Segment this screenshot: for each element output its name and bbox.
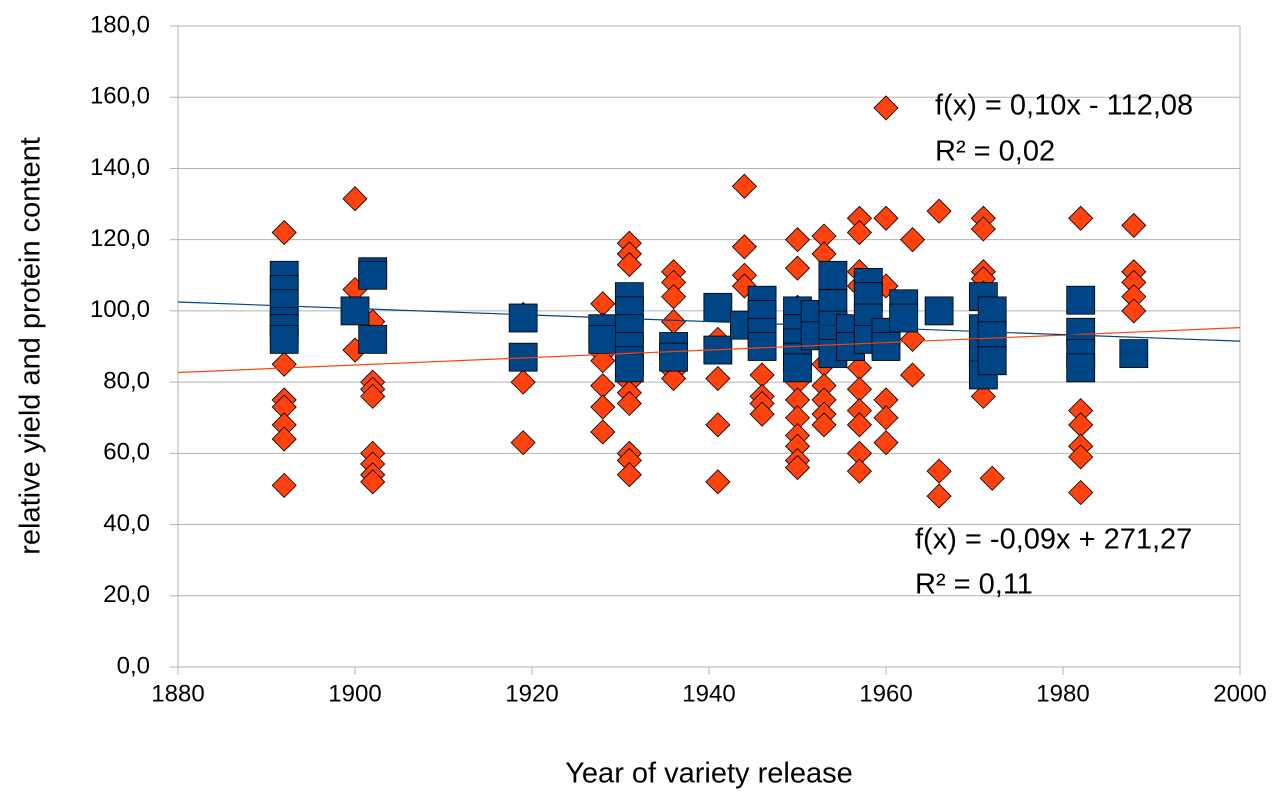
point (1066, 285, 1096, 315)
point (1068, 412, 1094, 438)
y-tick-label: 140,0 (90, 154, 150, 181)
point (846, 458, 873, 484)
point (846, 219, 873, 246)
point (342, 186, 368, 212)
x-axis-title: Year of variety release (565, 758, 852, 790)
y-tick-label: 160,0 (90, 83, 150, 110)
y-tick-label: 180,0 (90, 11, 150, 38)
y-tick-label: 60,0 (103, 439, 150, 466)
point (1121, 212, 1147, 238)
point (616, 390, 642, 417)
x-tick-label: 1960 (859, 680, 912, 707)
point (818, 260, 848, 290)
point (899, 326, 926, 352)
point (590, 419, 616, 445)
point (731, 234, 757, 260)
x-tick-label: 1940 (682, 680, 735, 707)
trend-r-squared: R² = 0,11 (915, 569, 1033, 601)
point (705, 469, 731, 495)
point (784, 255, 811, 281)
point (1066, 353, 1096, 383)
point (784, 227, 811, 253)
point (360, 383, 386, 409)
point (661, 365, 687, 392)
point (659, 342, 688, 372)
x-tick-label: 2000 (1213, 680, 1266, 707)
point (271, 426, 297, 452)
point (731, 173, 757, 199)
point (846, 412, 873, 438)
point (873, 95, 899, 121)
point (614, 353, 644, 383)
x-tick-label: 1900 (328, 680, 381, 707)
point (871, 332, 901, 361)
y-axis-title: relative yield and protein content (15, 137, 47, 555)
point (510, 430, 536, 456)
point (358, 324, 388, 354)
point (846, 376, 873, 402)
x-tick-label: 1880 (151, 680, 204, 707)
point (360, 469, 386, 495)
point (977, 296, 1007, 326)
point (590, 373, 616, 399)
trend-r-squared: R² = 0,02 (935, 136, 1055, 168)
x-tick-label: 1920 (505, 680, 558, 707)
point (899, 227, 926, 253)
trend-equation: f(x) = 0,10x - 112,08 (935, 90, 1193, 122)
point (616, 252, 642, 278)
point (977, 321, 1007, 351)
point (1068, 205, 1094, 231)
y-tick-label: 0,0 (117, 652, 150, 679)
y-tick-label: 80,0 (103, 367, 150, 394)
point (979, 465, 1005, 491)
point (271, 472, 297, 498)
point (977, 346, 1007, 376)
point (661, 284, 687, 310)
y-tick-label: 120,0 (90, 225, 150, 252)
point (899, 362, 926, 388)
x-tick-label: 1980 (1036, 680, 1089, 707)
point (924, 296, 954, 326)
point (705, 412, 731, 438)
point (271, 219, 297, 246)
y-tick-label: 20,0 (103, 581, 150, 608)
point (705, 365, 731, 392)
point (749, 362, 775, 388)
point (588, 324, 618, 354)
point (784, 455, 811, 481)
point (269, 324, 299, 354)
point (970, 216, 996, 242)
point (926, 483, 952, 509)
point (783, 353, 812, 383)
y-tick-label: 40,0 (103, 510, 150, 537)
point (590, 291, 616, 317)
point (1121, 298, 1147, 324)
point (926, 458, 952, 484)
point (1068, 479, 1094, 506)
point (873, 205, 899, 231)
point (340, 296, 370, 326)
trend-equation: f(x) = -0,09x + 271,27 (915, 524, 1192, 556)
trendline (177, 301, 1241, 342)
point (873, 430, 899, 456)
point (510, 369, 536, 395)
point (811, 412, 837, 438)
point (926, 198, 952, 224)
point (358, 260, 388, 290)
point (1068, 444, 1094, 470)
y-tick-label: 100,0 (90, 296, 150, 323)
point (590, 394, 616, 420)
point (508, 303, 538, 333)
point (970, 383, 996, 409)
point (703, 292, 733, 322)
point (1119, 339, 1149, 369)
point (889, 303, 919, 333)
point (271, 351, 297, 377)
point (616, 462, 642, 488)
point (873, 405, 899, 431)
point (749, 401, 775, 427)
point (747, 332, 777, 361)
point (661, 309, 687, 335)
